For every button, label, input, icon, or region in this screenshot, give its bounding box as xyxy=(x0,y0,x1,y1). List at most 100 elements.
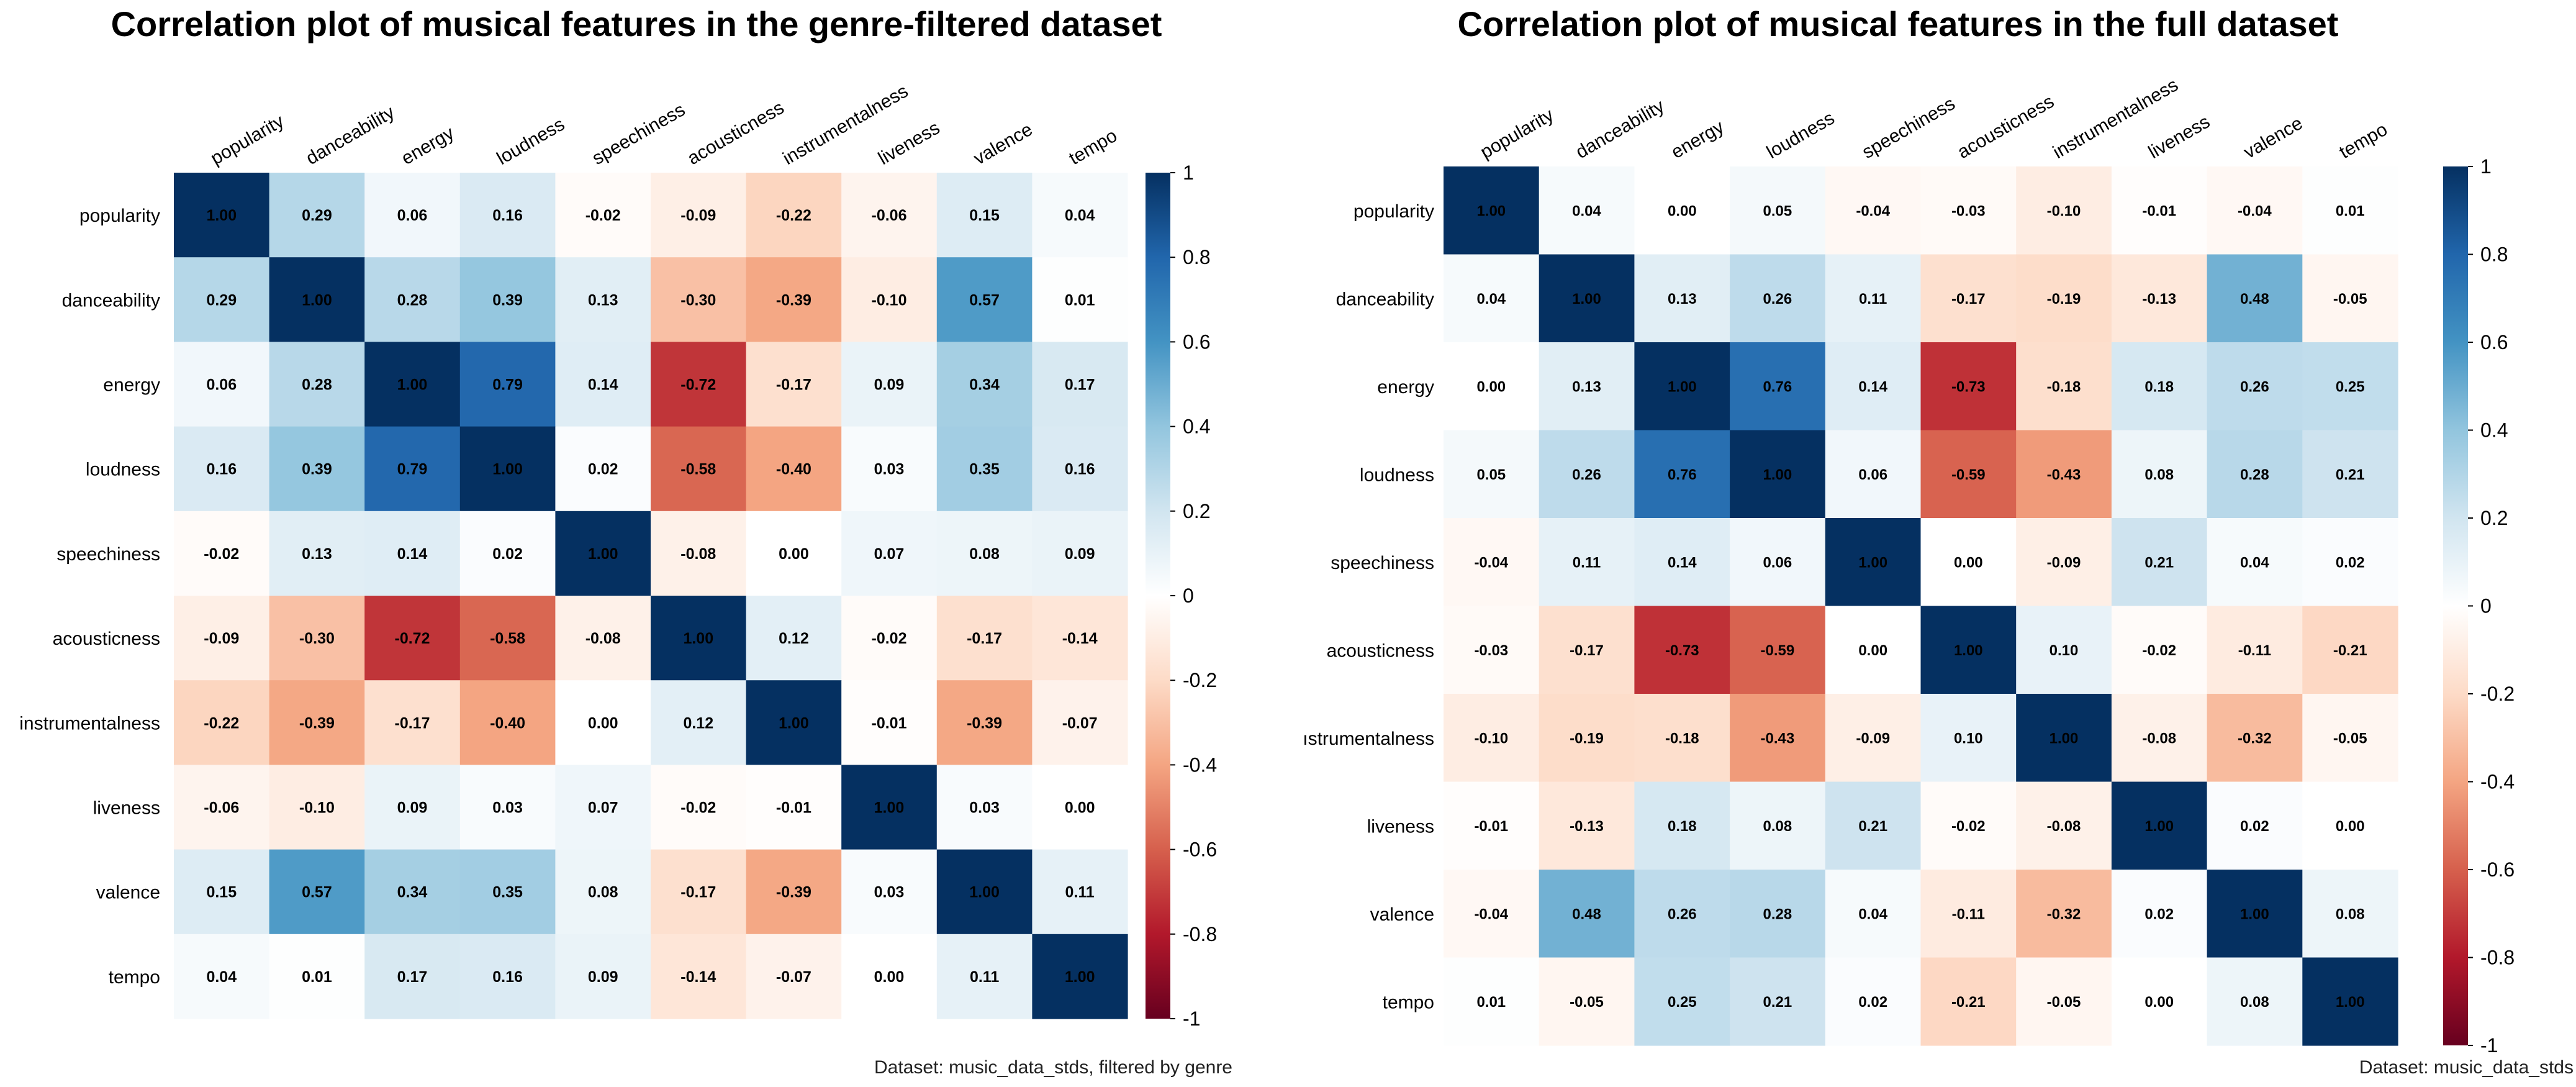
heatmap-cell xyxy=(1444,606,1540,694)
heatmap-cell xyxy=(1730,606,1826,694)
heatmap-cell xyxy=(459,596,556,681)
heatmap-cell xyxy=(841,849,938,935)
cell-value-label: -0.39 xyxy=(776,884,811,901)
heatmap-cell xyxy=(459,680,556,765)
row-label: tempo xyxy=(1383,992,1434,1012)
colorbar-tick-label: 0.6 xyxy=(1183,330,1210,353)
heatmap-cell xyxy=(1920,870,2017,958)
cell-value-label: 0.03 xyxy=(874,884,905,901)
heatmap-cell xyxy=(651,257,747,342)
cell-value-label: 0.00 xyxy=(1476,378,1506,395)
cell-value-label: 0.48 xyxy=(2240,291,2269,307)
cell-value-label: -0.17 xyxy=(680,884,716,901)
colorbar-tick-label: -1 xyxy=(1183,1007,1200,1030)
heatmap-cell xyxy=(459,257,556,342)
cell-value-label: 0.08 xyxy=(1763,818,1792,835)
heatmap-cell xyxy=(1920,957,2017,1046)
cell-value-label: 0.01 xyxy=(302,968,332,986)
cell-value-label: -0.01 xyxy=(2142,202,2176,219)
cell-value-label: 0.06 xyxy=(206,376,237,394)
heatmap-cell xyxy=(1444,694,1540,783)
heatmap-cell xyxy=(364,342,461,427)
chart-caption: Dataset: music_data_stds, filtered by ge… xyxy=(874,1057,1232,1078)
cell-value-label: 0.11 xyxy=(1065,884,1095,901)
heatmap-cell xyxy=(2016,694,2112,783)
heatmap-cell xyxy=(459,765,556,850)
heatmap-cell xyxy=(841,596,938,681)
colorbar-tick-label: -0.6 xyxy=(2480,858,2515,881)
heatmap-cell xyxy=(2111,957,2208,1046)
colorbar-tick-label: 1 xyxy=(1183,161,1194,184)
cell-value-label: 0.21 xyxy=(2144,554,2174,571)
row-label: liveness xyxy=(93,798,160,819)
heatmap-cell xyxy=(364,849,461,935)
heatmap-cell xyxy=(555,426,651,512)
heatmap-cell xyxy=(364,765,461,850)
heatmap-cell xyxy=(2016,870,2112,958)
heatmap-cell xyxy=(2207,518,2303,607)
heatmap-cell xyxy=(269,511,365,596)
heatmap-cell xyxy=(936,934,1033,1019)
heatmap-cell xyxy=(2111,518,2208,607)
cell-value-label: 0.29 xyxy=(302,207,332,224)
heatmap-cell xyxy=(2302,166,2398,255)
cell-value-label: -0.72 xyxy=(680,376,716,394)
heatmap-cell xyxy=(174,849,270,935)
heatmap-cells: 1.00 0.29 0.06 0.16 -0.02 -0.09 -0.22 -0.06 0.15… xyxy=(174,173,1128,1019)
heatmap-cell xyxy=(555,934,651,1019)
cell-value-label: 0.28 xyxy=(1763,906,1792,922)
cell-value-label: 0.07 xyxy=(588,799,618,817)
cell-value-label: -0.43 xyxy=(2047,466,2081,483)
heatmap-cell xyxy=(1539,781,1635,870)
cell-value-label: 0.13 xyxy=(302,545,332,563)
heatmap-cell xyxy=(174,426,270,512)
heatmap-cell xyxy=(2302,957,2398,1046)
cell-value-label: 0.02 xyxy=(2240,818,2269,835)
heatmap-cell xyxy=(1920,342,2017,431)
cell-value-label: 0.14 xyxy=(397,545,428,563)
heatmap-cell xyxy=(269,173,365,258)
cell-value-label: -0.02 xyxy=(1951,818,1986,835)
cell-value-label: -0.17 xyxy=(395,714,430,732)
heatmap-cell xyxy=(2302,430,2398,519)
cell-value-label: 0.17 xyxy=(1065,376,1095,394)
heatmap-cell xyxy=(2207,870,2303,958)
cell-value-label: -0.09 xyxy=(680,207,716,224)
cell-value-label: 0.03 xyxy=(969,799,1000,817)
heatmap-cell xyxy=(2302,342,2398,431)
cell-value-label: 0.18 xyxy=(1668,818,1697,835)
heatmap-cell xyxy=(651,934,747,1019)
heatmap-cell xyxy=(746,173,842,258)
heatmap-cell xyxy=(2016,957,2112,1046)
heatmap-cell xyxy=(1825,430,1922,519)
heatmap-cell xyxy=(2111,870,2208,958)
heatmap-cell xyxy=(174,257,270,342)
cell-value-label: 0.00 xyxy=(1858,642,1887,659)
heatmap-cell xyxy=(2111,254,2208,343)
heatmap-cell xyxy=(269,257,365,342)
cell-value-label: 0.28 xyxy=(397,291,428,309)
chart-title: Correlation plot of musical features in … xyxy=(111,4,1162,43)
cell-value-label: 0.06 xyxy=(1763,554,1792,571)
heatmap-cell xyxy=(1825,870,1922,958)
cell-value-label: 1.00 xyxy=(1954,642,1983,659)
cell-value-label: 0.17 xyxy=(397,968,428,986)
cell-value-label: 1.00 xyxy=(2336,994,2365,1011)
cell-value-label: -0.01 xyxy=(1474,818,1508,835)
heatmap-cell xyxy=(1032,765,1128,850)
heatmap-cell xyxy=(555,511,651,596)
cell-value-label: 0.26 xyxy=(1668,906,1697,922)
heatmap-cell xyxy=(1730,694,1826,783)
colorbar-tick-label: 0 xyxy=(1183,584,1194,607)
cell-value-label: 1.00 xyxy=(683,630,713,647)
cell-value-label: 0.35 xyxy=(492,884,523,901)
heatmap-cell xyxy=(2111,694,2208,783)
cell-value-label: 0.57 xyxy=(302,884,332,901)
heatmap-cell xyxy=(2302,254,2398,343)
heatmap-cell xyxy=(459,426,556,512)
cell-value-label: 0.10 xyxy=(2050,642,2079,659)
cell-value-label: -0.58 xyxy=(490,630,525,647)
cell-value-label: 0.76 xyxy=(1668,466,1697,483)
heatmap-cell xyxy=(555,765,651,850)
cell-value-label: 0.21 xyxy=(2336,466,2365,483)
